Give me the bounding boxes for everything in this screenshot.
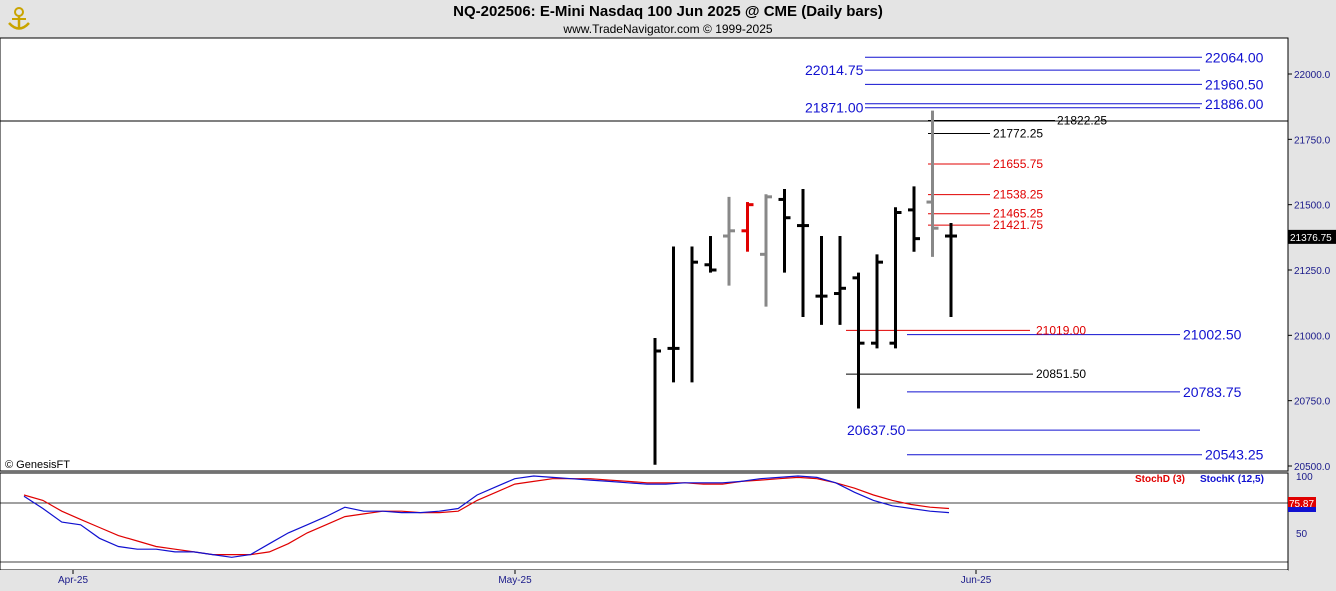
blue-level-label: 20783.75	[1183, 384, 1242, 400]
black-level-label: 21822.25	[1057, 113, 1107, 127]
stoch-tick-label: 100	[1296, 472, 1313, 483]
price-tick-label: 20750.0	[1294, 397, 1331, 408]
price-tick-label: 21000.0	[1294, 331, 1331, 342]
copyright-label: © GenesisFT	[5, 459, 70, 471]
stochk-legend: StochK (12,5)	[1200, 474, 1264, 485]
chart-title: NQ-202506: E-Mini Nasdaq 100 Jun 2025 @ …	[453, 3, 883, 20]
x-label-may: May-25	[498, 575, 532, 586]
last-price-box	[1288, 229, 1336, 244]
black-level-label: 20851.50	[1036, 367, 1086, 381]
stochastic-panel	[0, 472, 1289, 571]
black-level-label: 21772.25	[993, 127, 1043, 141]
red-level-label: 21421.75	[993, 218, 1043, 232]
stochd-line	[23, 476, 950, 556]
chart-header: NQ-202506: E-Mini Nasdaq 100 Jun 2025 @ …	[0, 0, 1336, 38]
red-level-label: 21019.00	[1036, 323, 1086, 337]
time-axis	[0, 570, 1288, 591]
price-tick-label: 21500.0	[1294, 201, 1331, 212]
red-level-label: 21655.75	[993, 157, 1043, 171]
last-price-label: 21376.75	[1290, 233, 1332, 244]
price-tick-label: 21250.0	[1294, 266, 1331, 277]
x-label-jun: Jun-25	[961, 575, 992, 586]
blue-level-label: 22064.00	[1205, 49, 1264, 65]
trade-navigator-logo-icon	[4, 3, 34, 33]
chart-subtitle: www.TradeNavigator.com © 1999-2025	[563, 22, 773, 36]
x-label-apr: Apr-25	[58, 575, 88, 586]
blue-level-label: 21002.50	[1183, 327, 1242, 343]
red-level-label: 21465.25	[993, 207, 1043, 221]
price-tick-label: 21750.0	[1294, 135, 1331, 146]
stochk-line	[23, 475, 950, 558]
price-tick-label: 22000.0	[1294, 70, 1331, 81]
stoch-tick-label: 50	[1296, 529, 1308, 540]
blue-level-label-left: 20637.50	[847, 422, 906, 438]
blue-level-label-left: 22014.75	[805, 62, 864, 78]
stochd-legend: StochD (3)	[1135, 474, 1185, 485]
red-level-label: 21538.25	[993, 188, 1043, 202]
price-panel	[0, 37, 1289, 472]
blue-level-label: 21886.00	[1205, 96, 1264, 112]
stoch-last-label: 75.87	[1289, 499, 1314, 510]
blue-level-label-left: 21871.00	[805, 100, 864, 116]
blue-level-label: 21960.50	[1205, 76, 1264, 92]
stoch-last-box-blue	[1288, 507, 1316, 512]
stoch-last-box	[1288, 497, 1316, 510]
price-tick-label: 20500.0	[1294, 462, 1331, 473]
blue-level-label: 20543.25	[1205, 447, 1264, 463]
